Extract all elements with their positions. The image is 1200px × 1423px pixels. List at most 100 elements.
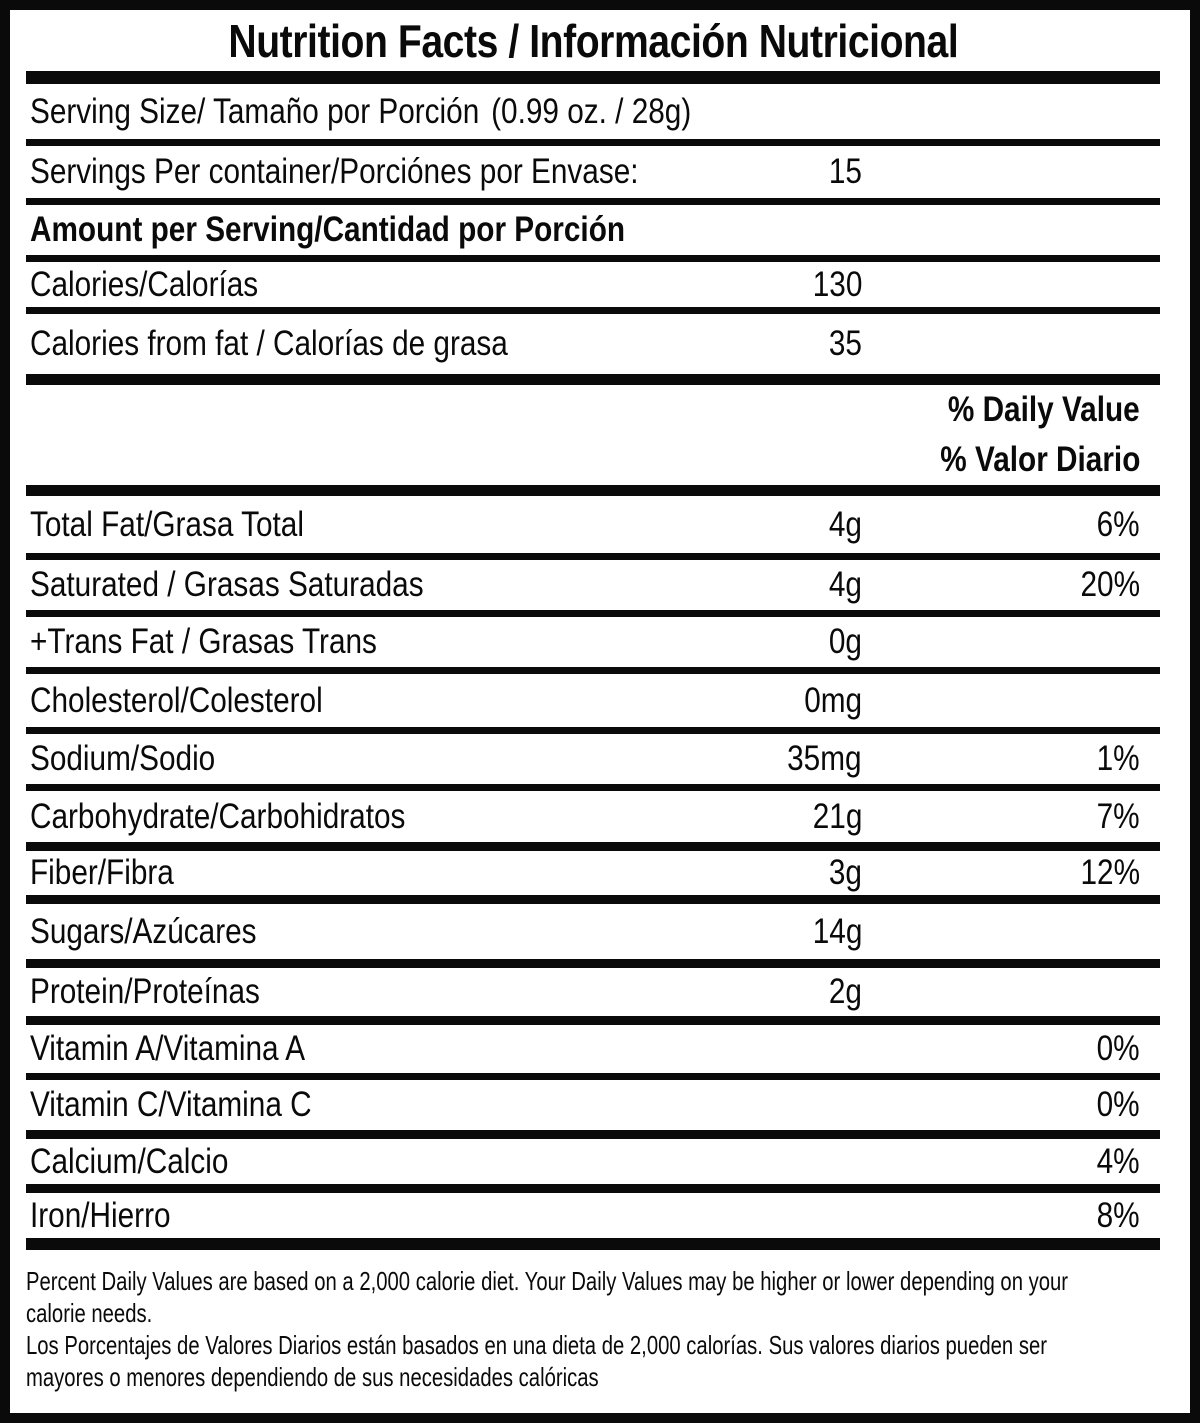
nutrient-amount-cell: 0g: [702, 622, 862, 662]
daily-value-header-es: % Valor Diario: [939, 440, 1140, 479]
nutrient-label: Vitamin A/Vitamina A: [30, 1029, 306, 1068]
nutrient-dv: 8%: [1096, 1195, 1140, 1235]
nutrient-label-cell: Protein/Proteínas: [26, 972, 702, 1012]
servings-label-cell: Servings Per container/Porciónes por Env…: [26, 152, 702, 192]
nutrient-label-cell: Carbohydrate/Carbohidratos: [26, 797, 702, 837]
footnote-en: Percent Daily Values are based on a 2,00…: [26, 1266, 1069, 1328]
nutrient-row-sugars: Sugars/Azúcares 14g: [26, 904, 1160, 959]
nutrient-row-trans-fat: +Trans Fat / Grasas Trans 0g: [26, 617, 1160, 667]
nutrient-amount: 14g: [812, 911, 862, 951]
nutrient-dv-cell: 1%: [862, 739, 1160, 779]
nutrient-amount-cell: [702, 1196, 862, 1236]
calories-label: Calories/Calorías: [30, 264, 259, 304]
daily-value-header-es-row: % Valor Diario: [26, 435, 1160, 485]
nutrient-row-saturated-fat: Saturated / Grasas Saturadas 4g 20%: [26, 560, 1160, 610]
nutrient-label: Sugars/Azúcares: [30, 911, 257, 951]
nutrient-amount: 2g: [828, 972, 862, 1011]
nutrient-amount-cell: [702, 1085, 862, 1125]
nutrient-row-total-fat: Total Fat/Grasa Total 4g 6%: [26, 496, 1160, 553]
nutrient-dv: 7%: [1096, 796, 1140, 836]
calories-from-fat-label: Calories from fat / Calorías de grasa: [30, 324, 508, 363]
nutrient-amount: 21g: [812, 796, 862, 836]
divider: [26, 667, 1160, 674]
divider: [26, 198, 1160, 205]
serving-size-value: (0.99 oz. / 28g): [491, 91, 692, 131]
nutrient-amount: 0g: [828, 622, 862, 661]
calories-value: 130: [812, 264, 862, 304]
nutrient-amount-cell: 4g: [702, 505, 862, 545]
nutrient-row-iron: Iron/Hierro 8%: [26, 1193, 1160, 1238]
nutrient-amount-cell: 4g: [702, 565, 862, 605]
nutrient-amount-cell: 14g: [702, 912, 862, 952]
nutrient-label-cell: Vitamin A/Vitamina A: [26, 1029, 702, 1069]
nutrient-row-cholesterol: Cholesterol/Colesterol 0mg: [26, 674, 1160, 727]
nutrient-amount-cell: [702, 1029, 862, 1069]
nutrient-dv: 0%: [1096, 1029, 1140, 1068]
nutrient-dv-cell: 6%: [862, 505, 1160, 545]
nutrient-label: Saturated / Grasas Saturadas: [30, 565, 424, 604]
servings-value-cell: 15: [702, 152, 862, 192]
amount-per-serving-row: Amount per Serving/Cantidad por Porción: [26, 205, 1160, 255]
label-title: Nutrition Facts / Información Nutriciona…: [228, 14, 958, 67]
serving-size-text: Serving Size/ Tamaño por Porción (0.99 oz…: [30, 92, 691, 132]
divider: [26, 959, 1160, 968]
nutrient-label-cell: Sodium/Sodio: [26, 739, 702, 779]
nutrient-dv-cell: 7%: [862, 797, 1160, 837]
nutrient-label: Vitamin C/Vitamina C: [30, 1085, 312, 1124]
nutrient-amount: 4g: [828, 565, 862, 604]
daily-value-header-en-row: % Daily Value: [26, 385, 1160, 435]
nutrient-label: +Trans Fat / Grasas Trans: [30, 622, 377, 661]
nutrient-dv: 4%: [1096, 1141, 1140, 1181]
servings-per-container-row: Servings Per container/Porciónes por Env…: [26, 146, 1160, 198]
calories-from-fat-row: Calories from fat / Calorías de grasa 35: [26, 314, 1160, 374]
servings-per-container-value: 15: [828, 152, 862, 191]
calories-value-cell: 130: [702, 265, 862, 305]
divider: [26, 1184, 1160, 1193]
nutrient-row-carbohydrate: Carbohydrate/Carbohidratos 21g 7%: [26, 791, 1160, 842]
nutrient-label: Fiber/Fibra: [30, 853, 174, 892]
serving-size-row: Serving Size/ Tamaño por Porción (0.99 oz…: [26, 84, 1160, 139]
calories-from-fat-label-cell: Calories from fat / Calorías de grasa: [26, 324, 702, 364]
nutrient-dv: 0%: [1096, 1085, 1140, 1124]
nutrient-label-cell: Iron/Hierro: [26, 1196, 702, 1236]
nutrient-dv-cell: 0%: [862, 1085, 1160, 1125]
nutrient-amount-cell: 2g: [702, 972, 862, 1012]
label-title-row: Nutrition Facts / Información Nutriciona…: [26, 10, 1160, 71]
divider-thick: [26, 485, 1160, 496]
nutrient-amount-cell: 0mg: [702, 681, 862, 721]
nutrient-label-cell: +Trans Fat / Grasas Trans: [26, 622, 702, 662]
nutrient-dv: 20%: [1080, 565, 1140, 604]
divider: [26, 139, 1160, 146]
nutrient-label-cell: Total Fat/Grasa Total: [26, 505, 702, 545]
footnote: Percent Daily Values are based on a 2,00…: [26, 1250, 1160, 1413]
divider: [26, 842, 1160, 851]
nutrient-amount: 0mg: [804, 680, 862, 720]
nutrient-label-cell: Vitamin C/Vitamina C: [26, 1085, 702, 1125]
amount-per-serving-cell: Amount per Serving/Cantidad por Porción: [26, 210, 1160, 250]
divider: [26, 1016, 1160, 1025]
divider: [26, 553, 1160, 560]
nutrient-dv-cell: 8%: [862, 1196, 1160, 1236]
nutrient-amount-cell: 35mg: [702, 739, 862, 779]
nutrient-label-cell: Fiber/Fibra: [26, 853, 702, 893]
calories-row: Calories/Calorías 130: [26, 262, 1160, 307]
nutrient-dv-cell: 20%: [862, 565, 1160, 605]
divider: [26, 784, 1160, 791]
divider: [26, 255, 1160, 262]
nutrient-dv-cell: 4%: [862, 1142, 1160, 1182]
nutrient-dv-cell: [862, 622, 1160, 662]
nutrient-dv-cell: [862, 972, 1160, 1012]
nutrient-dv: 1%: [1096, 739, 1140, 778]
nutrient-dv: 12%: [1080, 853, 1140, 892]
divider-thick: [26, 1238, 1160, 1250]
divider: [26, 895, 1160, 904]
nutrient-label: Sodium/Sodio: [30, 739, 216, 778]
divider-thick: [26, 374, 1160, 385]
nutrient-label: Calcium/Calcio: [30, 1141, 229, 1181]
nutrient-label-cell: Sugars/Azúcares: [26, 912, 702, 952]
divider: [26, 1130, 1160, 1139]
nutrient-label-cell: Cholesterol/Colesterol: [26, 681, 702, 721]
serving-size-label: Serving Size/ Tamaño por Porción: [30, 91, 480, 131]
footnote-es: Los Porcentajes de Valores Diarios están…: [26, 1330, 1048, 1392]
